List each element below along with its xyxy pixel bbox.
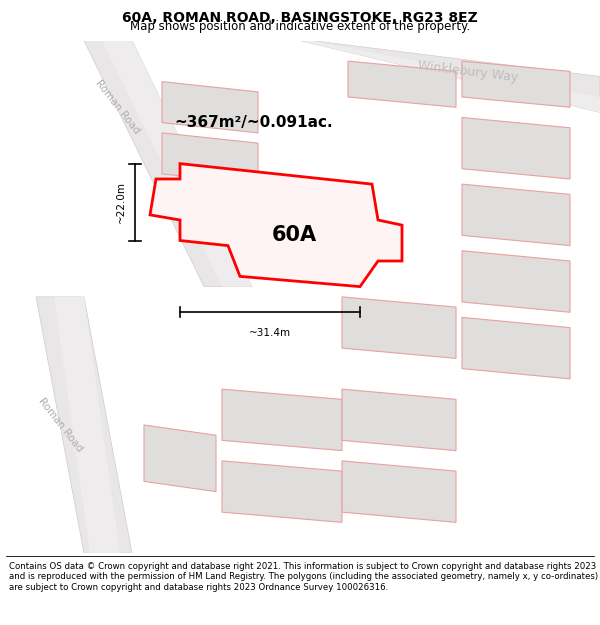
Polygon shape: [462, 184, 570, 246]
Text: ~22.0m: ~22.0m: [116, 181, 126, 223]
Text: ~31.4m: ~31.4m: [249, 328, 291, 338]
Polygon shape: [342, 389, 456, 451]
Polygon shape: [222, 461, 342, 522]
Polygon shape: [300, 41, 600, 112]
Polygon shape: [462, 318, 570, 379]
Polygon shape: [462, 118, 570, 179]
Polygon shape: [162, 82, 258, 133]
Polygon shape: [54, 297, 120, 553]
Text: Map shows position and indicative extent of the property.: Map shows position and indicative extent…: [130, 20, 470, 33]
Polygon shape: [342, 297, 456, 358]
Text: Roman Road: Roman Road: [93, 78, 141, 136]
Polygon shape: [462, 61, 570, 107]
Text: 60A: 60A: [271, 226, 317, 246]
Text: 60A, ROMAN ROAD, BASINGSTOKE, RG23 8EZ: 60A, ROMAN ROAD, BASINGSTOKE, RG23 8EZ: [122, 11, 478, 26]
Polygon shape: [102, 41, 252, 287]
Polygon shape: [462, 251, 570, 312]
Polygon shape: [162, 133, 258, 184]
Text: Winklebury Way: Winklebury Way: [417, 59, 519, 84]
Polygon shape: [342, 461, 456, 522]
Polygon shape: [222, 389, 342, 451]
Polygon shape: [84, 41, 252, 287]
Text: ~367m²/~0.091ac.: ~367m²/~0.091ac.: [174, 115, 332, 130]
Polygon shape: [144, 425, 216, 492]
Polygon shape: [150, 164, 402, 287]
Polygon shape: [300, 41, 600, 112]
Polygon shape: [36, 297, 132, 553]
Polygon shape: [348, 61, 456, 107]
Text: Roman Road: Roman Road: [36, 396, 84, 454]
Text: Contains OS data © Crown copyright and database right 2021. This information is : Contains OS data © Crown copyright and d…: [9, 562, 598, 591]
